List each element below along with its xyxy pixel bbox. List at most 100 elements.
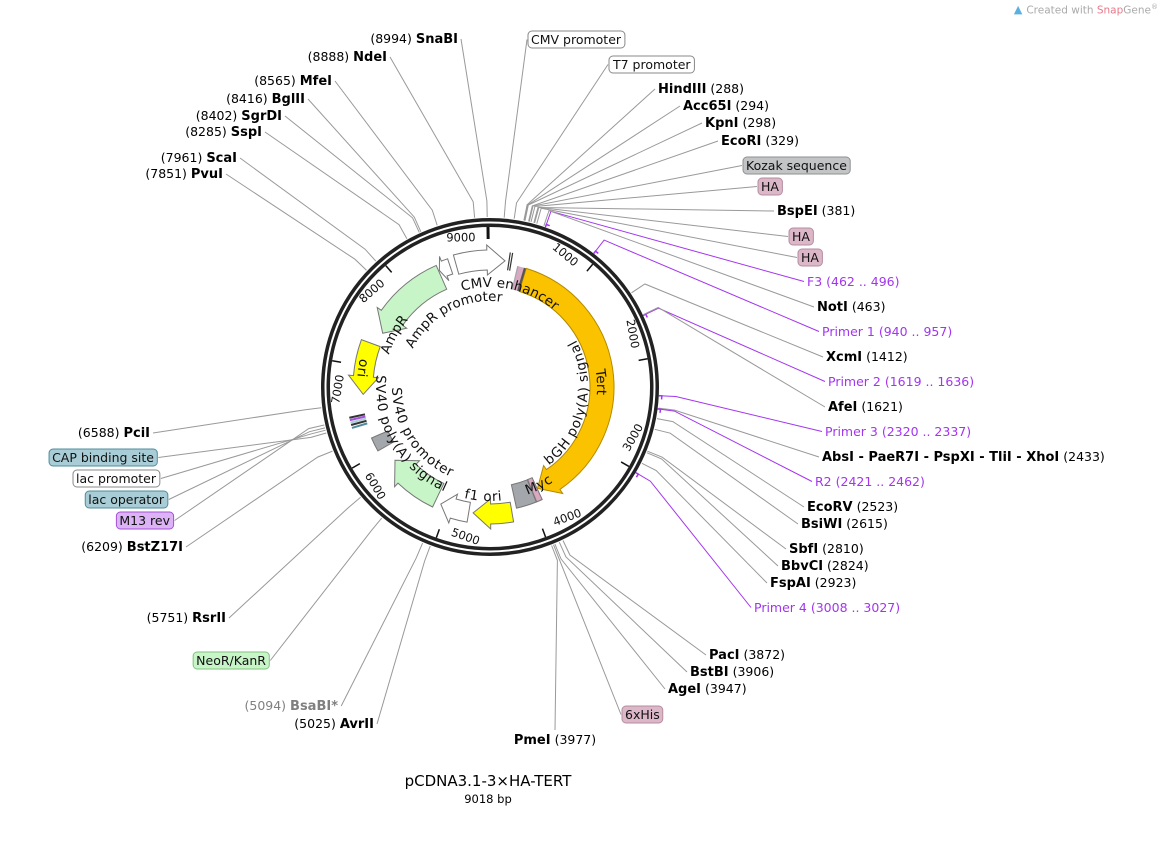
feature-lac-operator[interactable]: lac operator [84,490,169,509]
site-noti[interactable]: NotI (463) [817,299,885,315]
site-name: BstZ17I [127,540,183,555]
feature-box [192,651,270,670]
site-bsabi-[interactable]: (5094) BsaBI* [244,698,338,714]
logo-text: Created with SnapGene® [1026,3,1158,17]
feature-cmv-promoter[interactable]: CMV promoter [527,30,626,49]
primer-primer-3[interactable]: Primer 3 (2320 .. 2337) [825,424,971,439]
site-snabi[interactable]: (8994) SnaBI [370,31,458,47]
feature-ha[interactable]: HA [788,227,814,246]
site-name: AbsI - PaeR7I - PspXI - TliI - XhoI [822,450,1059,465]
primer-range: (3008 .. 3027) [807,600,900,615]
site-position: (381) [818,203,856,218]
feature-lac-promoter[interactable]: lac promoter [72,469,161,488]
site-position: (8402) [196,108,242,123]
feature-label: lac promoter [76,471,157,486]
snapgene-logo: ▲ Created with SnapGene® [1014,3,1158,17]
feature-f1-ori[interactable] [472,497,515,531]
lac-stripe [349,413,366,419]
primer-r2[interactable]: R2 (2421 .. 2462) [815,474,925,489]
feature-cmv-enhancer[interactable] [452,243,506,277]
feature-bgh-poly-a-signal[interactable] [510,479,537,509]
tick-mark [638,358,648,362]
site-sbfi[interactable]: SbfI (2810) [789,541,864,557]
feature-t7-promoter[interactable]: T7 promoter [608,55,695,74]
feature-ha[interactable]: HA [757,177,783,196]
feature-neor-kanr[interactable] [394,459,445,508]
site-scai[interactable]: (7961) ScaI [161,150,237,166]
site-bbvci[interactable]: BbvCI (2824) [781,558,869,574]
leader-line [659,395,823,432]
site-pmei[interactable]: PmeI (3977) [514,732,596,748]
site-ecorv[interactable]: EcoRV (2523) [807,499,898,515]
site-afei[interactable]: AfeI (1621) [828,399,903,415]
feature-label: T7 promoter [612,57,691,72]
site-name: SnaBI [416,32,458,47]
svg-text:EcoRI (329): EcoRI (329) [721,133,799,149]
feature-m13-rev[interactable]: M13 rev [115,511,175,530]
feature-box [48,448,158,467]
site-avrii[interactable]: (5025) AvrII [294,716,374,732]
site-position: (294) [731,98,769,113]
leader-line [530,186,758,223]
feature-ori[interactable] [347,339,381,396]
site-name: BspEI [777,204,818,219]
feature-6xhis[interactable]: 6xHis [621,705,664,724]
site-sspi[interactable]: (8285) SspI [185,124,262,140]
site-acc65i[interactable]: Acc65I (294) [683,98,769,114]
feature-box [527,30,626,49]
site-position: (5094) [244,698,290,713]
site-name: BsiWI [801,517,842,532]
primer-f3[interactable]: F3 (462 .. 496) [807,274,900,289]
site-kpni[interactable]: KpnI (298) [705,115,776,131]
feature-sv40-poly-a-signal[interactable] [370,430,395,452]
site-pvui[interactable]: (7851) PvuI [145,166,223,182]
feature-ampr[interactable] [376,264,448,334]
svg-text:Acc65I (294): Acc65I (294) [683,98,769,114]
site-position: (2433) [1059,449,1105,464]
site-mfei[interactable]: (8565) MfeI [254,73,332,89]
feature-cap-binding-site[interactable]: CAP binding site [48,448,158,467]
site-sgrdi[interactable]: (8402) SgrDI [196,108,282,124]
site-position: (5751) [147,610,193,625]
site-agei[interactable]: AgeI (3947) [668,681,747,697]
site-bglii[interactable]: (8416) BglII [226,91,305,107]
feature-kozak-sequence[interactable]: Kozak sequence [742,156,851,175]
site-bspei[interactable]: BspEI (381) [777,203,855,219]
feature-neor-kanr[interactable]: NeoR/KanR [192,651,270,670]
feature-label: CAP binding site [52,450,154,465]
site-ecori[interactable]: EcoRI (329) [721,133,799,149]
primer-primer-2[interactable]: Primer 2 (1619 .. 1636) [828,374,974,389]
leader-line [636,472,752,608]
site-name: RsrII [192,611,226,626]
primer-range: (462 .. 496) [822,274,899,289]
primer-name: F3 [807,274,822,289]
site-pcii[interactable]: (6588) PciI [78,425,150,441]
svg-text:R2 (2421 .. 2462): R2 (2421 .. 2462) [815,474,925,489]
feature-sv40-promoter[interactable] [440,493,471,525]
site-bstbi[interactable]: BstBI (3906) [690,664,774,680]
feature-ampr-promoter[interactable] [438,256,454,282]
site-bstz17i[interactable]: (6209) BstZ17I [81,539,183,555]
site-hindiii[interactable]: HindIII (288) [658,81,744,97]
leader-line [545,210,805,282]
site-name: BstBI [690,665,729,680]
leader-line [543,209,815,308]
leader-line [513,64,609,219]
leader-line [503,39,528,218]
leader-line [647,450,787,550]
feature-tert[interactable] [518,267,615,495]
site-ndei[interactable]: (8888) NdeI [308,49,387,65]
site-paci[interactable]: PacI (3872) [709,647,785,663]
feature-ha[interactable]: HA [797,248,823,267]
primer-primer-1[interactable]: Primer 1 (940 .. 957) [822,324,952,339]
site-xcmi[interactable]: XcmI (1412) [826,349,908,365]
primer-arrow-icon [642,313,648,318]
leader-line [168,427,326,500]
site-position: (8888) [308,49,354,64]
site-bsiwi[interactable]: BsiWI (2615) [801,516,888,532]
site-absi-paer7i-pspxi-tlii-xhoi[interactable]: AbsI - PaeR7I - PspXI - TliI - XhoI (243… [822,449,1105,465]
site-rsrii[interactable]: (5751) RsrII [147,610,226,626]
primer-primer-4[interactable]: Primer 4 (3008 .. 3027) [754,600,900,615]
site-fspai[interactable]: FspAI (2923) [770,575,856,591]
